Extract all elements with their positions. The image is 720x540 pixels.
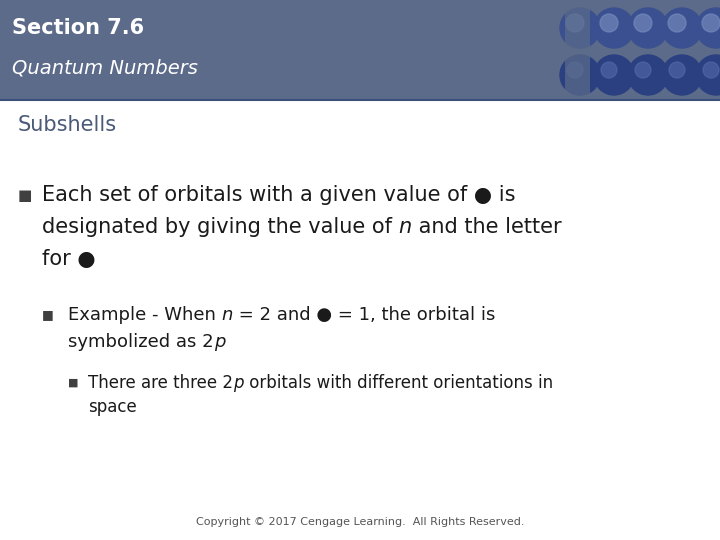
Text: Each set of orbitals with a given value of ● is: Each set of orbitals with a given value … [42, 185, 516, 205]
Circle shape [600, 14, 618, 32]
Text: = 2 and ● = 1, the orbital is: = 2 and ● = 1, the orbital is [233, 306, 495, 324]
Text: n: n [222, 306, 233, 324]
Circle shape [567, 62, 583, 78]
Text: Example - When: Example - When [68, 306, 222, 324]
Circle shape [566, 14, 584, 32]
Text: Quantum Numbers: Quantum Numbers [12, 58, 198, 78]
Circle shape [635, 62, 651, 78]
Circle shape [702, 14, 720, 32]
Text: Copyright © 2017 Cengage Learning.  All Rights Reserved.: Copyright © 2017 Cengage Learning. All R… [196, 517, 524, 527]
Text: There are three 2: There are three 2 [88, 374, 233, 392]
Text: p: p [233, 374, 243, 392]
Text: for ●: for ● [42, 249, 96, 269]
Circle shape [634, 14, 652, 32]
Circle shape [669, 62, 685, 78]
Text: Section 7.6: Section 7.6 [12, 18, 144, 38]
Text: ■: ■ [42, 308, 54, 321]
Circle shape [662, 55, 702, 95]
Circle shape [662, 8, 702, 48]
Text: orbitals with different orientations in: orbitals with different orientations in [243, 374, 553, 392]
Circle shape [560, 8, 600, 48]
Text: designated by giving the value of: designated by giving the value of [42, 217, 399, 237]
Circle shape [628, 8, 668, 48]
Circle shape [696, 8, 720, 48]
Circle shape [594, 55, 634, 95]
Circle shape [594, 8, 634, 48]
Text: n: n [399, 217, 412, 237]
Text: space: space [88, 398, 137, 416]
Circle shape [703, 62, 719, 78]
Circle shape [560, 55, 600, 95]
Text: Subshells: Subshells [18, 115, 117, 135]
Circle shape [668, 14, 686, 32]
Bar [565, 0, 590, 100]
Circle shape [628, 55, 668, 95]
Text: ■: ■ [68, 378, 78, 388]
Bar [0, 0, 720, 100]
Circle shape [696, 55, 720, 95]
Text: p: p [214, 333, 225, 351]
Text: and the letter: and the letter [412, 217, 562, 237]
Circle shape [601, 62, 617, 78]
Text: symbolized as 2: symbolized as 2 [68, 333, 214, 351]
Text: ■: ■ [18, 187, 32, 202]
